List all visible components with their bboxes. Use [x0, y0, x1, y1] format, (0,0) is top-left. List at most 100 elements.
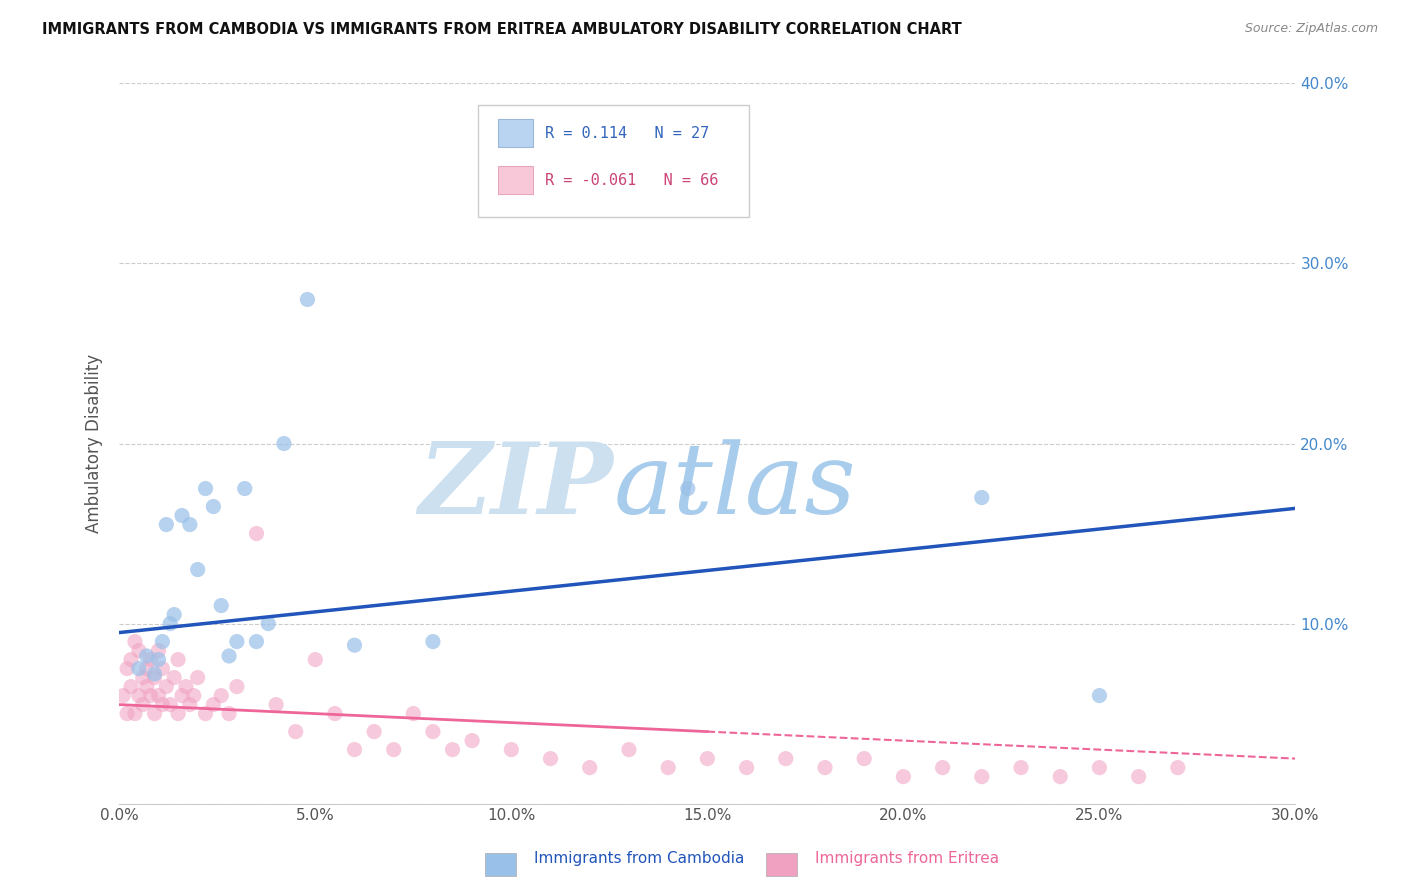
Point: [218, 706, 240, 721]
Text: atlas: atlas: [613, 439, 856, 534]
FancyBboxPatch shape: [478, 105, 748, 217]
Point: [501, 742, 523, 756]
Point: [115, 662, 138, 676]
Point: [343, 742, 366, 756]
Point: [179, 698, 201, 712]
Point: [115, 706, 138, 721]
Text: Immigrants from Cambodia: Immigrants from Cambodia: [534, 852, 745, 866]
Point: [120, 680, 142, 694]
Point: [128, 689, 150, 703]
Point: [155, 517, 177, 532]
Point: [124, 634, 146, 648]
Point: [143, 671, 166, 685]
Point: [120, 652, 142, 666]
Point: [233, 482, 256, 496]
Text: Immigrants from Eritrea: Immigrants from Eritrea: [815, 852, 1000, 866]
Point: [225, 680, 247, 694]
Point: [148, 643, 170, 657]
Point: [179, 517, 201, 532]
Text: Source: ZipAtlas.com: Source: ZipAtlas.com: [1244, 22, 1378, 36]
Point: [139, 652, 162, 666]
Point: [143, 667, 166, 681]
Point: [167, 652, 190, 666]
Point: [143, 706, 166, 721]
Point: [245, 526, 267, 541]
Point: [1128, 770, 1150, 784]
Point: [202, 500, 225, 514]
Point: [163, 671, 186, 685]
Point: [578, 112, 600, 127]
Point: [402, 706, 425, 721]
Point: [132, 671, 155, 685]
Point: [931, 761, 953, 775]
Point: [284, 724, 307, 739]
Point: [170, 689, 193, 703]
Point: [1167, 761, 1189, 775]
Point: [814, 761, 837, 775]
Point: [245, 634, 267, 648]
Point: [152, 662, 174, 676]
Point: [578, 761, 600, 775]
Point: [382, 742, 405, 756]
Point: [441, 742, 464, 756]
Point: [152, 634, 174, 648]
Point: [148, 652, 170, 666]
Point: [461, 733, 484, 747]
Point: [135, 648, 157, 663]
Point: [128, 643, 150, 657]
Point: [1010, 761, 1032, 775]
Point: [209, 689, 232, 703]
Point: [202, 698, 225, 712]
Point: [159, 616, 181, 631]
Point: [540, 751, 562, 765]
Point: [187, 671, 209, 685]
Y-axis label: Ambulatory Disability: Ambulatory Disability: [86, 354, 103, 533]
Point: [209, 599, 232, 613]
Point: [225, 634, 247, 648]
Point: [170, 508, 193, 523]
Point: [124, 706, 146, 721]
Point: [139, 689, 162, 703]
Point: [163, 607, 186, 622]
Point: [323, 706, 346, 721]
Point: [893, 770, 915, 784]
Point: [970, 491, 993, 505]
Text: IMMIGRANTS FROM CAMBODIA VS IMMIGRANTS FROM ERITREA AMBULATORY DISABILITY CORREL: IMMIGRANTS FROM CAMBODIA VS IMMIGRANTS F…: [42, 22, 962, 37]
Point: [159, 698, 181, 712]
Point: [194, 706, 217, 721]
Point: [1088, 761, 1111, 775]
Point: [853, 751, 876, 765]
Point: [187, 563, 209, 577]
Text: R = 0.114   N = 27: R = 0.114 N = 27: [546, 127, 709, 141]
Point: [155, 680, 177, 694]
Point: [676, 482, 699, 496]
Point: [297, 293, 319, 307]
Point: [132, 698, 155, 712]
Point: [617, 742, 640, 756]
Point: [148, 689, 170, 703]
Point: [970, 770, 993, 784]
FancyBboxPatch shape: [498, 166, 533, 194]
Point: [735, 761, 758, 775]
Point: [167, 706, 190, 721]
Point: [135, 680, 157, 694]
Point: [273, 436, 295, 450]
Point: [696, 751, 718, 765]
Point: [135, 662, 157, 676]
Point: [422, 724, 444, 739]
Point: [218, 648, 240, 663]
Point: [1049, 770, 1071, 784]
Point: [422, 634, 444, 648]
Point: [1088, 689, 1111, 703]
Point: [775, 751, 797, 765]
Point: [183, 689, 205, 703]
Text: R = -0.061   N = 66: R = -0.061 N = 66: [546, 173, 718, 188]
Point: [304, 652, 326, 666]
Point: [112, 689, 135, 703]
Point: [152, 698, 174, 712]
Point: [363, 724, 385, 739]
Point: [174, 680, 197, 694]
Point: [343, 638, 366, 652]
Point: [657, 761, 679, 775]
Point: [257, 616, 280, 631]
